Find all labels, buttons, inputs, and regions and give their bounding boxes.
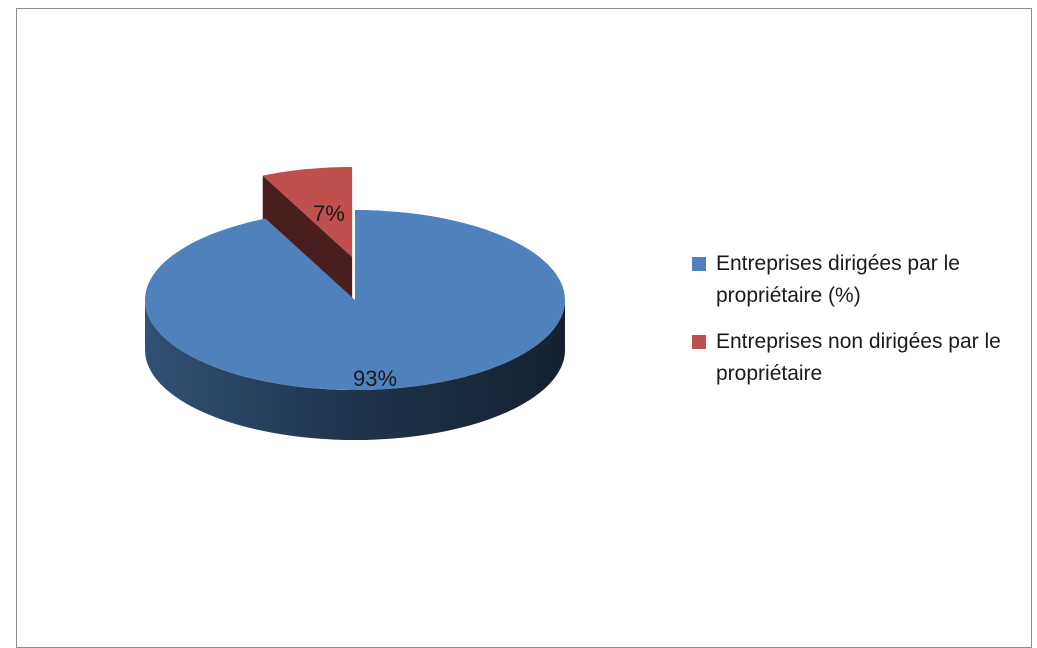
legend-label-not-owner-managed: Entreprises non dirigées par le propriét… bbox=[716, 330, 1001, 385]
legend-item-not-owner-managed: Entreprises non dirigées par le propriét… bbox=[692, 326, 1032, 390]
pie-slice-wall-0 bbox=[145, 300, 565, 440]
pie-slice-side-0 bbox=[145, 300, 565, 440]
pie-data-label-1: 7% bbox=[313, 201, 345, 226]
legend-swatch-owner-managed bbox=[692, 257, 706, 271]
pie-slice-cutface-1 bbox=[262, 175, 353, 308]
legend-label-owner-managed: Entreprises dirigées par le propriétaire… bbox=[716, 252, 960, 307]
legend: Entreprises dirigées par le propriétaire… bbox=[692, 248, 1032, 404]
pie-slice-0 bbox=[144, 210, 566, 391]
pie-slice-side-1 bbox=[262, 175, 353, 308]
legend-item-owner-managed: Entreprises dirigées par le propriétaire… bbox=[692, 248, 1032, 312]
pie-data-label-0: 93% bbox=[353, 366, 397, 391]
pie-slice-1 bbox=[262, 167, 353, 258]
pie-chart: 93% 7% bbox=[144, 167, 566, 440]
legend-swatch-not-owner-managed bbox=[692, 335, 706, 349]
